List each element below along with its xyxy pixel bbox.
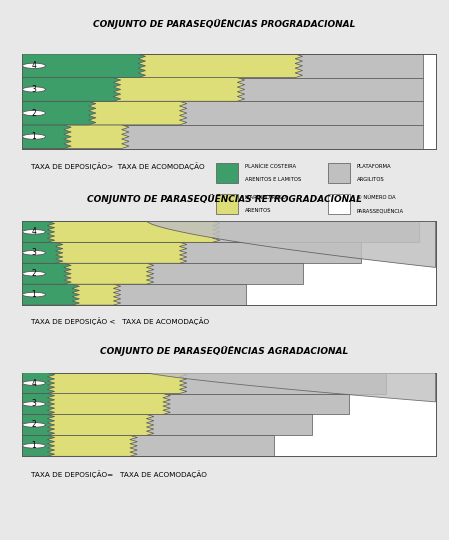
Polygon shape	[22, 415, 55, 435]
Text: 1: 1	[31, 132, 36, 141]
Text: 3: 3	[31, 85, 36, 94]
Circle shape	[22, 230, 46, 234]
Text: 3: 3	[31, 400, 36, 408]
Polygon shape	[22, 78, 121, 102]
Text: 4: 4	[31, 379, 36, 388]
Text: 1: 1	[31, 441, 36, 450]
Polygon shape	[22, 102, 423, 125]
Circle shape	[22, 402, 46, 406]
Text: 2: 2	[31, 421, 36, 429]
Circle shape	[22, 443, 46, 448]
Polygon shape	[22, 102, 96, 125]
Polygon shape	[22, 394, 170, 415]
Polygon shape	[22, 125, 71, 148]
Polygon shape	[22, 373, 187, 394]
Text: MARINHO RASO: MARINHO RASO	[245, 195, 286, 200]
Polygon shape	[22, 242, 187, 263]
Text: TAXA DE DEPOSIÇÃO <   TAXA DE ACOMODAÇÃO: TAXA DE DEPOSIÇÃO < TAXA DE ACOMODAÇÃO	[31, 318, 210, 325]
Polygon shape	[22, 373, 386, 394]
Polygon shape	[22, 125, 423, 148]
Text: ARENITOS: ARENITOS	[245, 208, 271, 213]
Polygon shape	[22, 284, 246, 305]
Text: 2: 2	[31, 269, 36, 278]
Polygon shape	[22, 221, 220, 242]
Polygon shape	[22, 78, 423, 102]
Text: ARGILITOS: ARGILITOS	[357, 177, 385, 182]
Polygon shape	[22, 415, 312, 435]
Circle shape	[22, 87, 46, 92]
Polygon shape	[22, 284, 79, 305]
Circle shape	[22, 63, 46, 69]
Polygon shape	[22, 54, 145, 78]
Polygon shape	[22, 394, 55, 415]
Text: PLANÍCIE COSTEIRA: PLANÍCIE COSTEIRA	[245, 164, 296, 170]
Text: CONJUNTO DE PARASEQÜÊNCIAS AGRADACIONAL: CONJUNTO DE PARASEQÜÊNCIAS AGRADACIONAL	[101, 346, 348, 355]
Text: PLATAFORMA: PLATAFORMA	[357, 164, 392, 170]
Text: PARASSEQUÊNCIA: PARASSEQUÊNCIA	[357, 208, 404, 213]
Polygon shape	[22, 263, 304, 284]
Text: 1: 1	[31, 290, 36, 299]
Text: 4: 4	[31, 227, 36, 237]
Circle shape	[22, 272, 46, 276]
Circle shape	[22, 423, 46, 427]
Polygon shape	[22, 102, 187, 125]
Text: 3: 3	[31, 248, 36, 257]
Polygon shape	[22, 415, 154, 435]
Polygon shape	[22, 394, 349, 415]
Polygon shape	[22, 54, 423, 78]
Text: TAXA DE DEPOSIÇÃO=   TAXA DE ACOMODAÇÃO: TAXA DE DEPOSIÇÃO= TAXA DE ACOMODAÇÃO	[31, 470, 207, 477]
Polygon shape	[22, 263, 71, 284]
Text: ARENITOS E LAMITOS: ARENITOS E LAMITOS	[245, 177, 301, 182]
Polygon shape	[22, 221, 55, 242]
Text: ① NÚMERO DA: ① NÚMERO DA	[357, 195, 396, 200]
Text: CONJUNTO DE PARASEQÜÊNCIAS RETROGRADACIONAL: CONJUNTO DE PARASEQÜÊNCIAS RETROGRADACIO…	[87, 194, 362, 204]
Bar	[216, 163, 238, 183]
Text: CONJUNTO DE PARASEQÜÊNCIAS PROGRADACIONAL: CONJUNTO DE PARASEQÜÊNCIAS PROGRADACIONA…	[93, 19, 356, 29]
Polygon shape	[22, 78, 245, 102]
Bar	[216, 194, 238, 214]
Circle shape	[22, 381, 46, 386]
Bar	[328, 163, 350, 183]
Text: 2: 2	[31, 109, 36, 118]
Circle shape	[22, 251, 46, 255]
Polygon shape	[22, 242, 63, 263]
Polygon shape	[22, 125, 129, 148]
Circle shape	[22, 292, 46, 297]
Polygon shape	[146, 221, 436, 267]
Polygon shape	[22, 435, 274, 456]
Polygon shape	[146, 373, 436, 402]
Circle shape	[22, 110, 46, 116]
Polygon shape	[22, 284, 121, 305]
Polygon shape	[22, 221, 419, 242]
Polygon shape	[22, 435, 137, 456]
Bar	[328, 194, 350, 214]
Text: 4: 4	[31, 62, 36, 70]
Polygon shape	[22, 242, 361, 263]
Circle shape	[22, 134, 46, 139]
Text: TAXA DE DEPOSIÇÃO>  TAXA DE ACOMODAÇÃO: TAXA DE DEPOSIÇÃO> TAXA DE ACOMODAÇÃO	[31, 162, 205, 170]
Polygon shape	[22, 54, 303, 78]
Polygon shape	[22, 263, 154, 284]
Polygon shape	[22, 373, 55, 394]
Polygon shape	[22, 435, 55, 456]
